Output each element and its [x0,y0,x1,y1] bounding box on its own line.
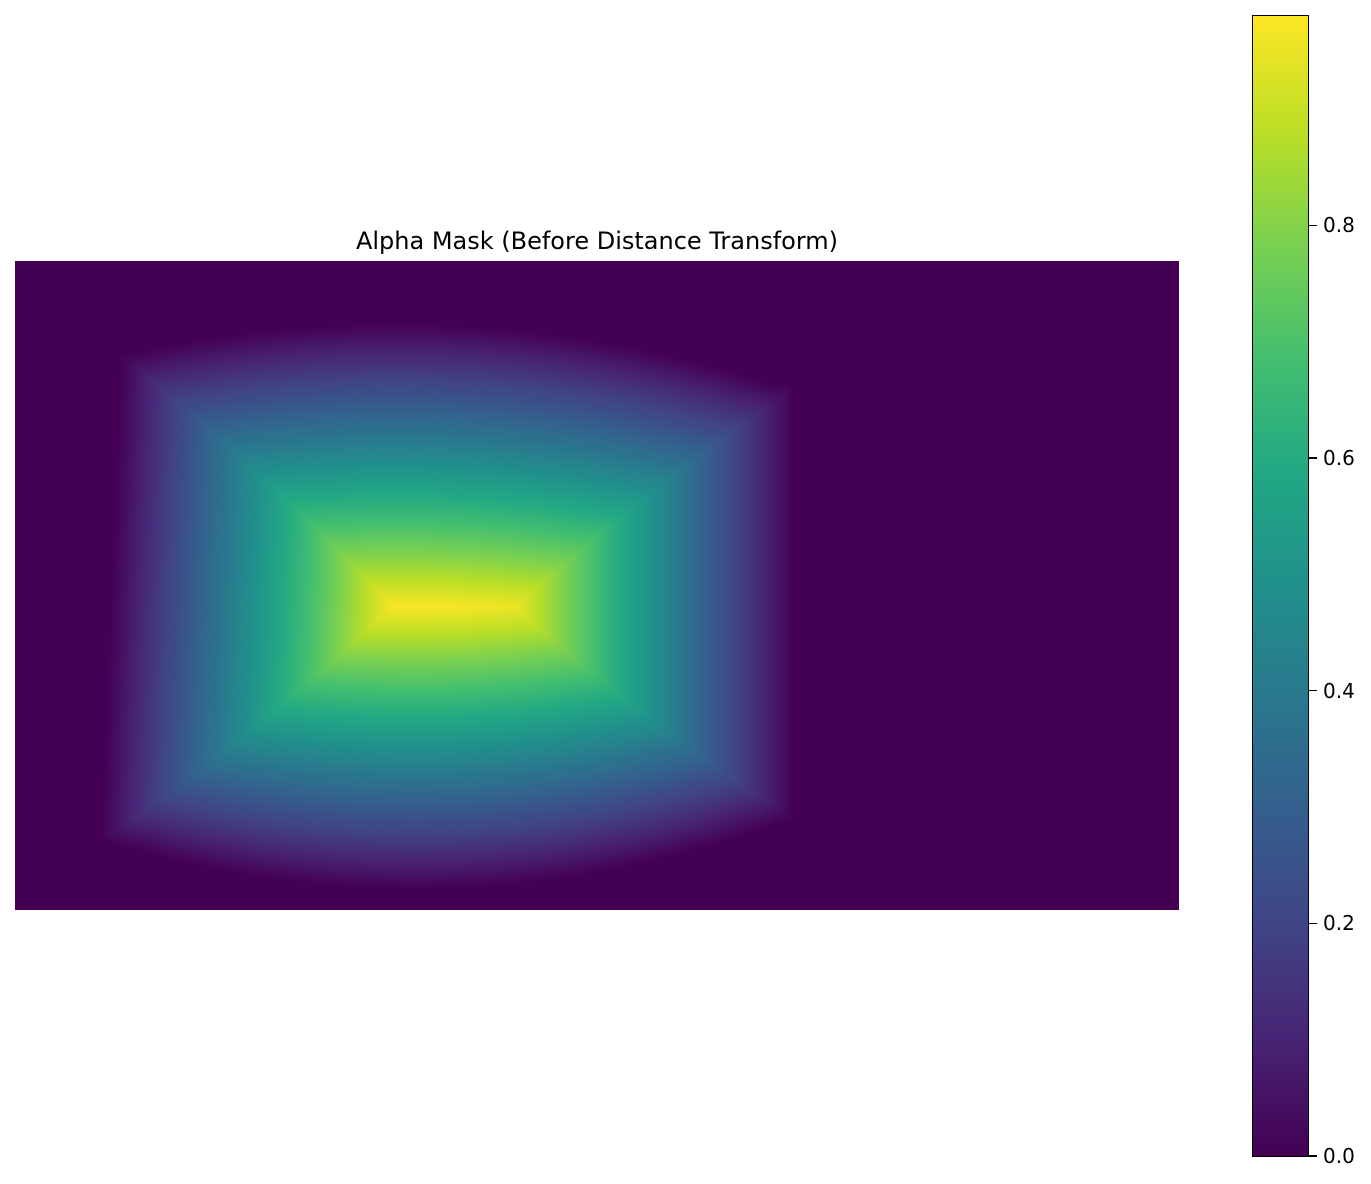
colorbar-tick-label: 0.4 [1323,678,1355,703]
colorbar-tick-label: 0.8 [1323,213,1355,238]
colorbar-tick-label: 0.0 [1323,1144,1355,1168]
chart-title: Alpha Mask (Before Distance Transform) [355,227,839,255]
colorbar-gradient [1253,16,1308,1156]
colorbar-tick-label: 0.6 [1323,446,1355,471]
colorbar-tick-label: 0.2 [1323,911,1355,936]
colorbar-tick [1309,1155,1317,1157]
colorbar-tick [1309,457,1317,459]
colorbar-tick [1309,689,1317,692]
colorbar-tick [1309,922,1317,925]
colorbar-tick [1309,224,1317,227]
heatmap-image [15,261,1179,910]
